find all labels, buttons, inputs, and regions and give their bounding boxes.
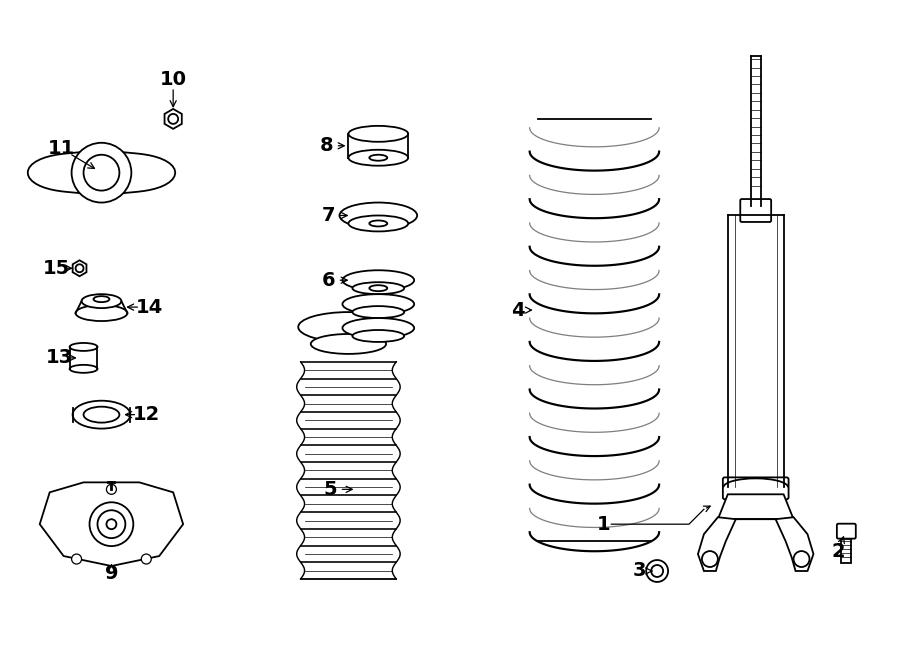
Ellipse shape (348, 216, 409, 232)
Text: 5: 5 (324, 480, 338, 499)
Text: 8: 8 (320, 136, 333, 156)
Ellipse shape (73, 401, 130, 428)
Ellipse shape (310, 334, 386, 354)
Polygon shape (718, 495, 794, 519)
Polygon shape (40, 483, 183, 566)
Ellipse shape (353, 306, 404, 318)
Text: 1: 1 (597, 514, 610, 534)
Circle shape (168, 114, 178, 124)
Ellipse shape (343, 270, 414, 290)
Circle shape (702, 551, 718, 567)
Polygon shape (842, 539, 851, 563)
Text: 11: 11 (48, 139, 76, 158)
Circle shape (141, 554, 151, 564)
Text: 2: 2 (832, 542, 845, 561)
Text: 6: 6 (321, 271, 336, 290)
Polygon shape (776, 517, 814, 571)
Ellipse shape (369, 155, 387, 161)
Text: 13: 13 (46, 348, 73, 367)
Text: 4: 4 (511, 301, 525, 320)
Circle shape (89, 502, 133, 546)
Text: 10: 10 (159, 70, 186, 89)
Text: 7: 7 (322, 206, 336, 225)
Circle shape (106, 485, 116, 495)
Circle shape (97, 510, 125, 538)
Ellipse shape (343, 318, 414, 338)
FancyBboxPatch shape (723, 477, 788, 499)
Circle shape (106, 519, 116, 529)
Text: 14: 14 (136, 298, 163, 316)
Ellipse shape (69, 365, 97, 373)
Ellipse shape (353, 282, 404, 294)
FancyBboxPatch shape (741, 199, 771, 222)
Polygon shape (73, 260, 86, 276)
Ellipse shape (348, 150, 409, 166)
Circle shape (72, 143, 131, 203)
Ellipse shape (348, 126, 409, 142)
Ellipse shape (353, 330, 404, 342)
Polygon shape (698, 517, 736, 571)
Circle shape (646, 560, 668, 582)
Ellipse shape (94, 296, 110, 302)
Polygon shape (28, 150, 176, 196)
Text: 12: 12 (132, 405, 160, 424)
Ellipse shape (339, 203, 417, 228)
Circle shape (794, 551, 809, 567)
Ellipse shape (76, 305, 128, 321)
Circle shape (72, 554, 82, 564)
Ellipse shape (343, 294, 414, 314)
Ellipse shape (84, 406, 120, 422)
Circle shape (652, 565, 663, 577)
FancyBboxPatch shape (837, 524, 856, 539)
Polygon shape (165, 109, 182, 129)
Ellipse shape (82, 294, 122, 308)
Text: 3: 3 (633, 561, 646, 581)
Ellipse shape (369, 220, 387, 226)
Circle shape (76, 264, 84, 272)
Ellipse shape (69, 343, 97, 351)
Ellipse shape (369, 285, 387, 291)
Circle shape (84, 155, 120, 191)
Text: 15: 15 (43, 259, 70, 278)
Ellipse shape (298, 312, 399, 342)
Text: 9: 9 (104, 565, 118, 583)
